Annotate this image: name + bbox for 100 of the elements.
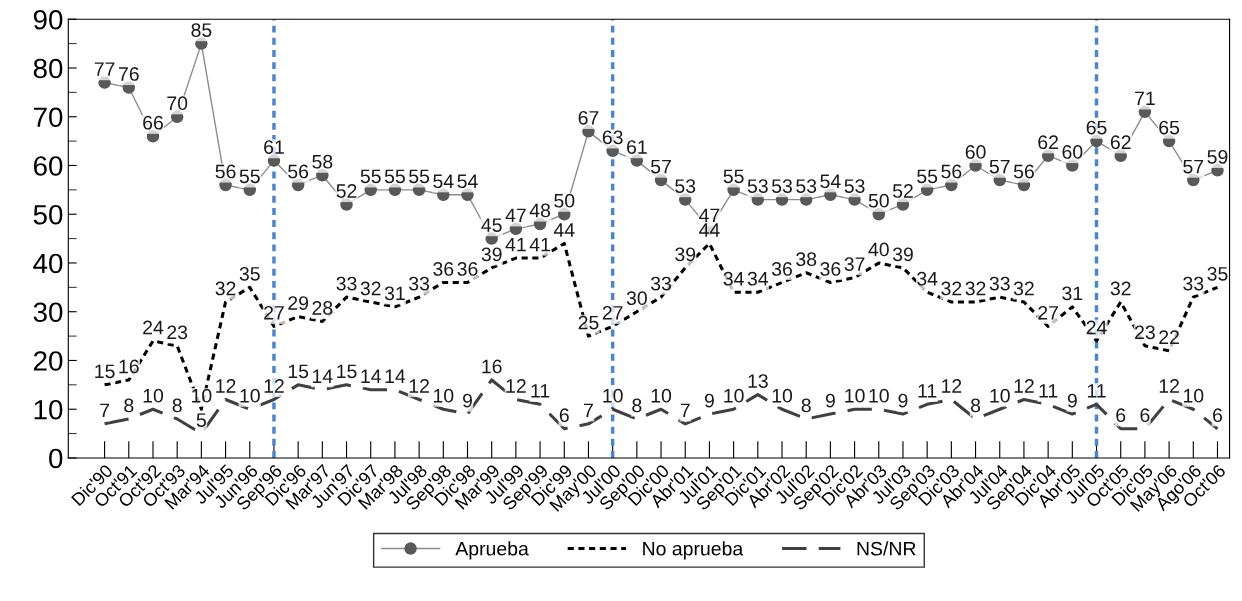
- data-label: 10: [990, 388, 1010, 403]
- data-label: 39: [481, 247, 502, 262]
- data-label: 7: [100, 403, 110, 418]
- data-label: 10: [772, 388, 793, 403]
- data-label: 16: [482, 359, 502, 374]
- data-label: 57: [1183, 159, 1204, 174]
- data-label: 55: [239, 169, 260, 184]
- data-label: 60: [965, 145, 986, 159]
- data-label: 33: [989, 276, 1010, 291]
- data-label: 9: [825, 393, 835, 408]
- data-label: 23: [1135, 325, 1155, 340]
- data-label: 77: [94, 62, 115, 76]
- data-label: 13: [748, 374, 768, 388]
- data-label: 55: [917, 169, 938, 184]
- data-label: 50: [868, 193, 889, 208]
- data-label: 41: [505, 237, 526, 252]
- y-tick-label: 70: [33, 107, 63, 128]
- data-label: 56: [1013, 164, 1034, 179]
- data-label: 47: [699, 208, 720, 223]
- data-label: 31: [384, 286, 405, 301]
- data-label: 12: [409, 379, 429, 393]
- data-label: 22: [1159, 330, 1179, 344]
- data-label: 57: [989, 159, 1010, 174]
- data-label: 9: [1067, 393, 1077, 408]
- data-label: 10: [845, 388, 865, 403]
- data-label: 15: [288, 364, 309, 379]
- data-label: 40: [868, 242, 889, 257]
- data-label: 63: [602, 130, 623, 145]
- data-label: 11: [1039, 384, 1058, 398]
- data-label: 37: [844, 257, 865, 271]
- data-label: 11: [918, 384, 937, 398]
- data-label: 28: [312, 301, 333, 315]
- data-label: 34: [723, 271, 744, 286]
- data-label: 55: [409, 169, 430, 184]
- legend-label: Aprueba: [455, 541, 529, 560]
- y-tick-label: 30: [33, 302, 63, 323]
- data-label: 35: [1207, 266, 1228, 281]
- data-label: 7: [680, 403, 690, 418]
- data-label: 39: [675, 247, 696, 262]
- data-label: 27: [1038, 305, 1058, 320]
- data-label: 9: [463, 393, 472, 408]
- data-label: 38: [796, 252, 817, 267]
- data-label: 52: [336, 184, 357, 198]
- data-label: 36: [771, 262, 792, 276]
- data-label: 15: [337, 364, 357, 379]
- data-label: 23: [167, 325, 188, 340]
- data-label: 10: [651, 388, 672, 403]
- data-label: 8: [124, 398, 134, 413]
- data-label: 53: [747, 179, 768, 193]
- data-label: 15: [95, 364, 115, 379]
- data-label: 10: [433, 388, 454, 403]
- data-label: 47: [505, 208, 526, 223]
- data-label: 6: [559, 408, 569, 423]
- data-label: 56: [288, 164, 309, 179]
- data-label: 57: [651, 159, 671, 174]
- y-tick-label: 0: [49, 448, 63, 469]
- data-label: 55: [723, 169, 744, 184]
- data-label: 60: [1062, 145, 1083, 159]
- data-label: 53: [796, 179, 817, 193]
- data-label: 34: [917, 271, 938, 286]
- y-tick-label: 90: [33, 9, 63, 30]
- data-label: 10: [240, 388, 260, 403]
- data-label: 34: [747, 271, 769, 286]
- data-label: 55: [360, 169, 381, 184]
- y-tick-label: 10: [34, 399, 63, 420]
- data-label: 8: [801, 398, 811, 413]
- data-label: 71: [1135, 91, 1155, 106]
- data-label: 8: [172, 398, 182, 413]
- data-label: 65: [1086, 120, 1107, 135]
- data-label: 70: [167, 96, 188, 111]
- data-label: 39: [892, 247, 913, 262]
- data-label: 32: [941, 281, 962, 296]
- data-label: 85: [191, 23, 212, 37]
- data-label: 6: [1213, 408, 1223, 423]
- data-label: 27: [602, 305, 623, 320]
- data-label: 24: [143, 320, 164, 335]
- data-label: 12: [216, 379, 236, 393]
- data-label: 67: [578, 110, 599, 125]
- data-label: 10: [143, 388, 164, 403]
- data-label: 5: [196, 413, 206, 427]
- data-label: 62: [1038, 135, 1058, 150]
- data-label: 50: [554, 193, 575, 208]
- data-label: 45: [481, 218, 502, 232]
- data-label: 27: [264, 305, 284, 320]
- legend-label: NS/NR: [857, 541, 916, 556]
- data-label: 14: [385, 369, 406, 383]
- data-label: 32: [215, 281, 236, 296]
- data-label: 25: [578, 315, 599, 330]
- data-label: 44: [553, 223, 575, 237]
- data-label: 8: [632, 398, 642, 413]
- data-label: 35: [239, 266, 260, 281]
- data-label: 10: [1183, 388, 1204, 403]
- data-label: 54: [457, 174, 478, 189]
- data-label: 44: [699, 223, 720, 237]
- data-label: 14: [361, 369, 381, 383]
- data-label: 61: [627, 140, 647, 154]
- data-label: 6: [1140, 408, 1150, 423]
- data-label: 31: [1062, 286, 1083, 301]
- y-tick-label: 80: [33, 58, 63, 79]
- data-label: 12: [1159, 379, 1179, 393]
